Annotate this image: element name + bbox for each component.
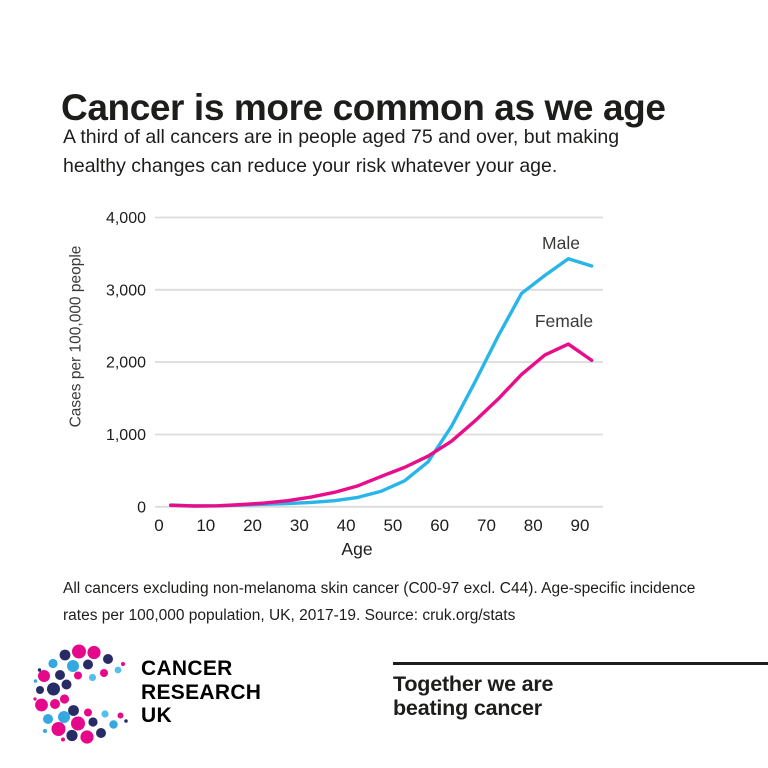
x-tick-label: 60: [430, 516, 449, 535]
x-tick-label: 30: [290, 516, 309, 535]
tagline-divider: [393, 662, 768, 665]
brand-line-1: CANCER: [141, 657, 233, 680]
brand-wordmark: CANCER RESEARCH UK: [141, 657, 261, 728]
brand-line-3: UK: [141, 704, 172, 727]
x-tick-label: 70: [477, 516, 496, 535]
age-incidence-line-chart: 0 1,000 2,000 3,000 4,000 0 10 20 30 40 50 60 70 80 9…: [68, 210, 603, 559]
source-footnote: All cancers excluding non-melanoma skin …: [63, 575, 695, 629]
tagline-line-1: Together we are: [393, 672, 554, 696]
y-tick-label: 1,000: [106, 427, 146, 444]
x-tick-label: 10: [196, 516, 215, 535]
page-title: Cancer is more common as we age: [61, 86, 666, 128]
x-axis-tick-labels: 0 10 20 30 40 50 60 70 80 90: [154, 516, 589, 535]
y-tick-label: 4,000: [106, 210, 146, 227]
y-axis-title: Cases per 100,000 people: [68, 246, 85, 428]
y-tick-label: 3,000: [106, 282, 146, 299]
x-tick-label: 40: [337, 516, 356, 535]
footnote-line-2: rates per 100,000 population, UK, 2017-1…: [63, 607, 516, 624]
female-data-line: [168, 342, 594, 508]
male-series-label: Male: [542, 233, 580, 253]
x-tick-label: 0: [154, 516, 163, 535]
cancer-research-uk-logo-icon: [33, 644, 128, 744]
male-data-line: [168, 257, 594, 508]
brand-line-2: RESEARCH: [141, 680, 262, 704]
tagline: Together we are beating cancer: [393, 672, 553, 720]
y-tick-label: 0: [137, 499, 146, 516]
x-tick-label: 80: [524, 516, 543, 535]
subtitle-line-1: A third of all cancers are in people age…: [63, 126, 620, 148]
female-series-label: Female: [535, 311, 593, 331]
x-tick-label: 20: [243, 516, 262, 535]
footnote-line-1: All cancers excluding non-melanoma skin …: [63, 580, 696, 597]
tagline-line-2: beating cancer: [393, 696, 542, 720]
y-axis-tick-labels: 0 1,000 2,000 3,000 4,000: [106, 210, 146, 516]
series-lines: [168, 257, 594, 508]
page-subtitle: A third of all cancers are in people age…: [63, 123, 619, 181]
subtitle-line-2: healthy changes can reduce your risk wha…: [63, 155, 558, 177]
x-tick-label: 50: [383, 516, 402, 535]
y-tick-label: 2,000: [106, 355, 146, 372]
x-tick-label: 90: [571, 516, 590, 535]
x-axis-title: Age: [341, 539, 372, 559]
footer: CANCER RESEARCH UK Together we are beati…: [0, 640, 768, 768]
